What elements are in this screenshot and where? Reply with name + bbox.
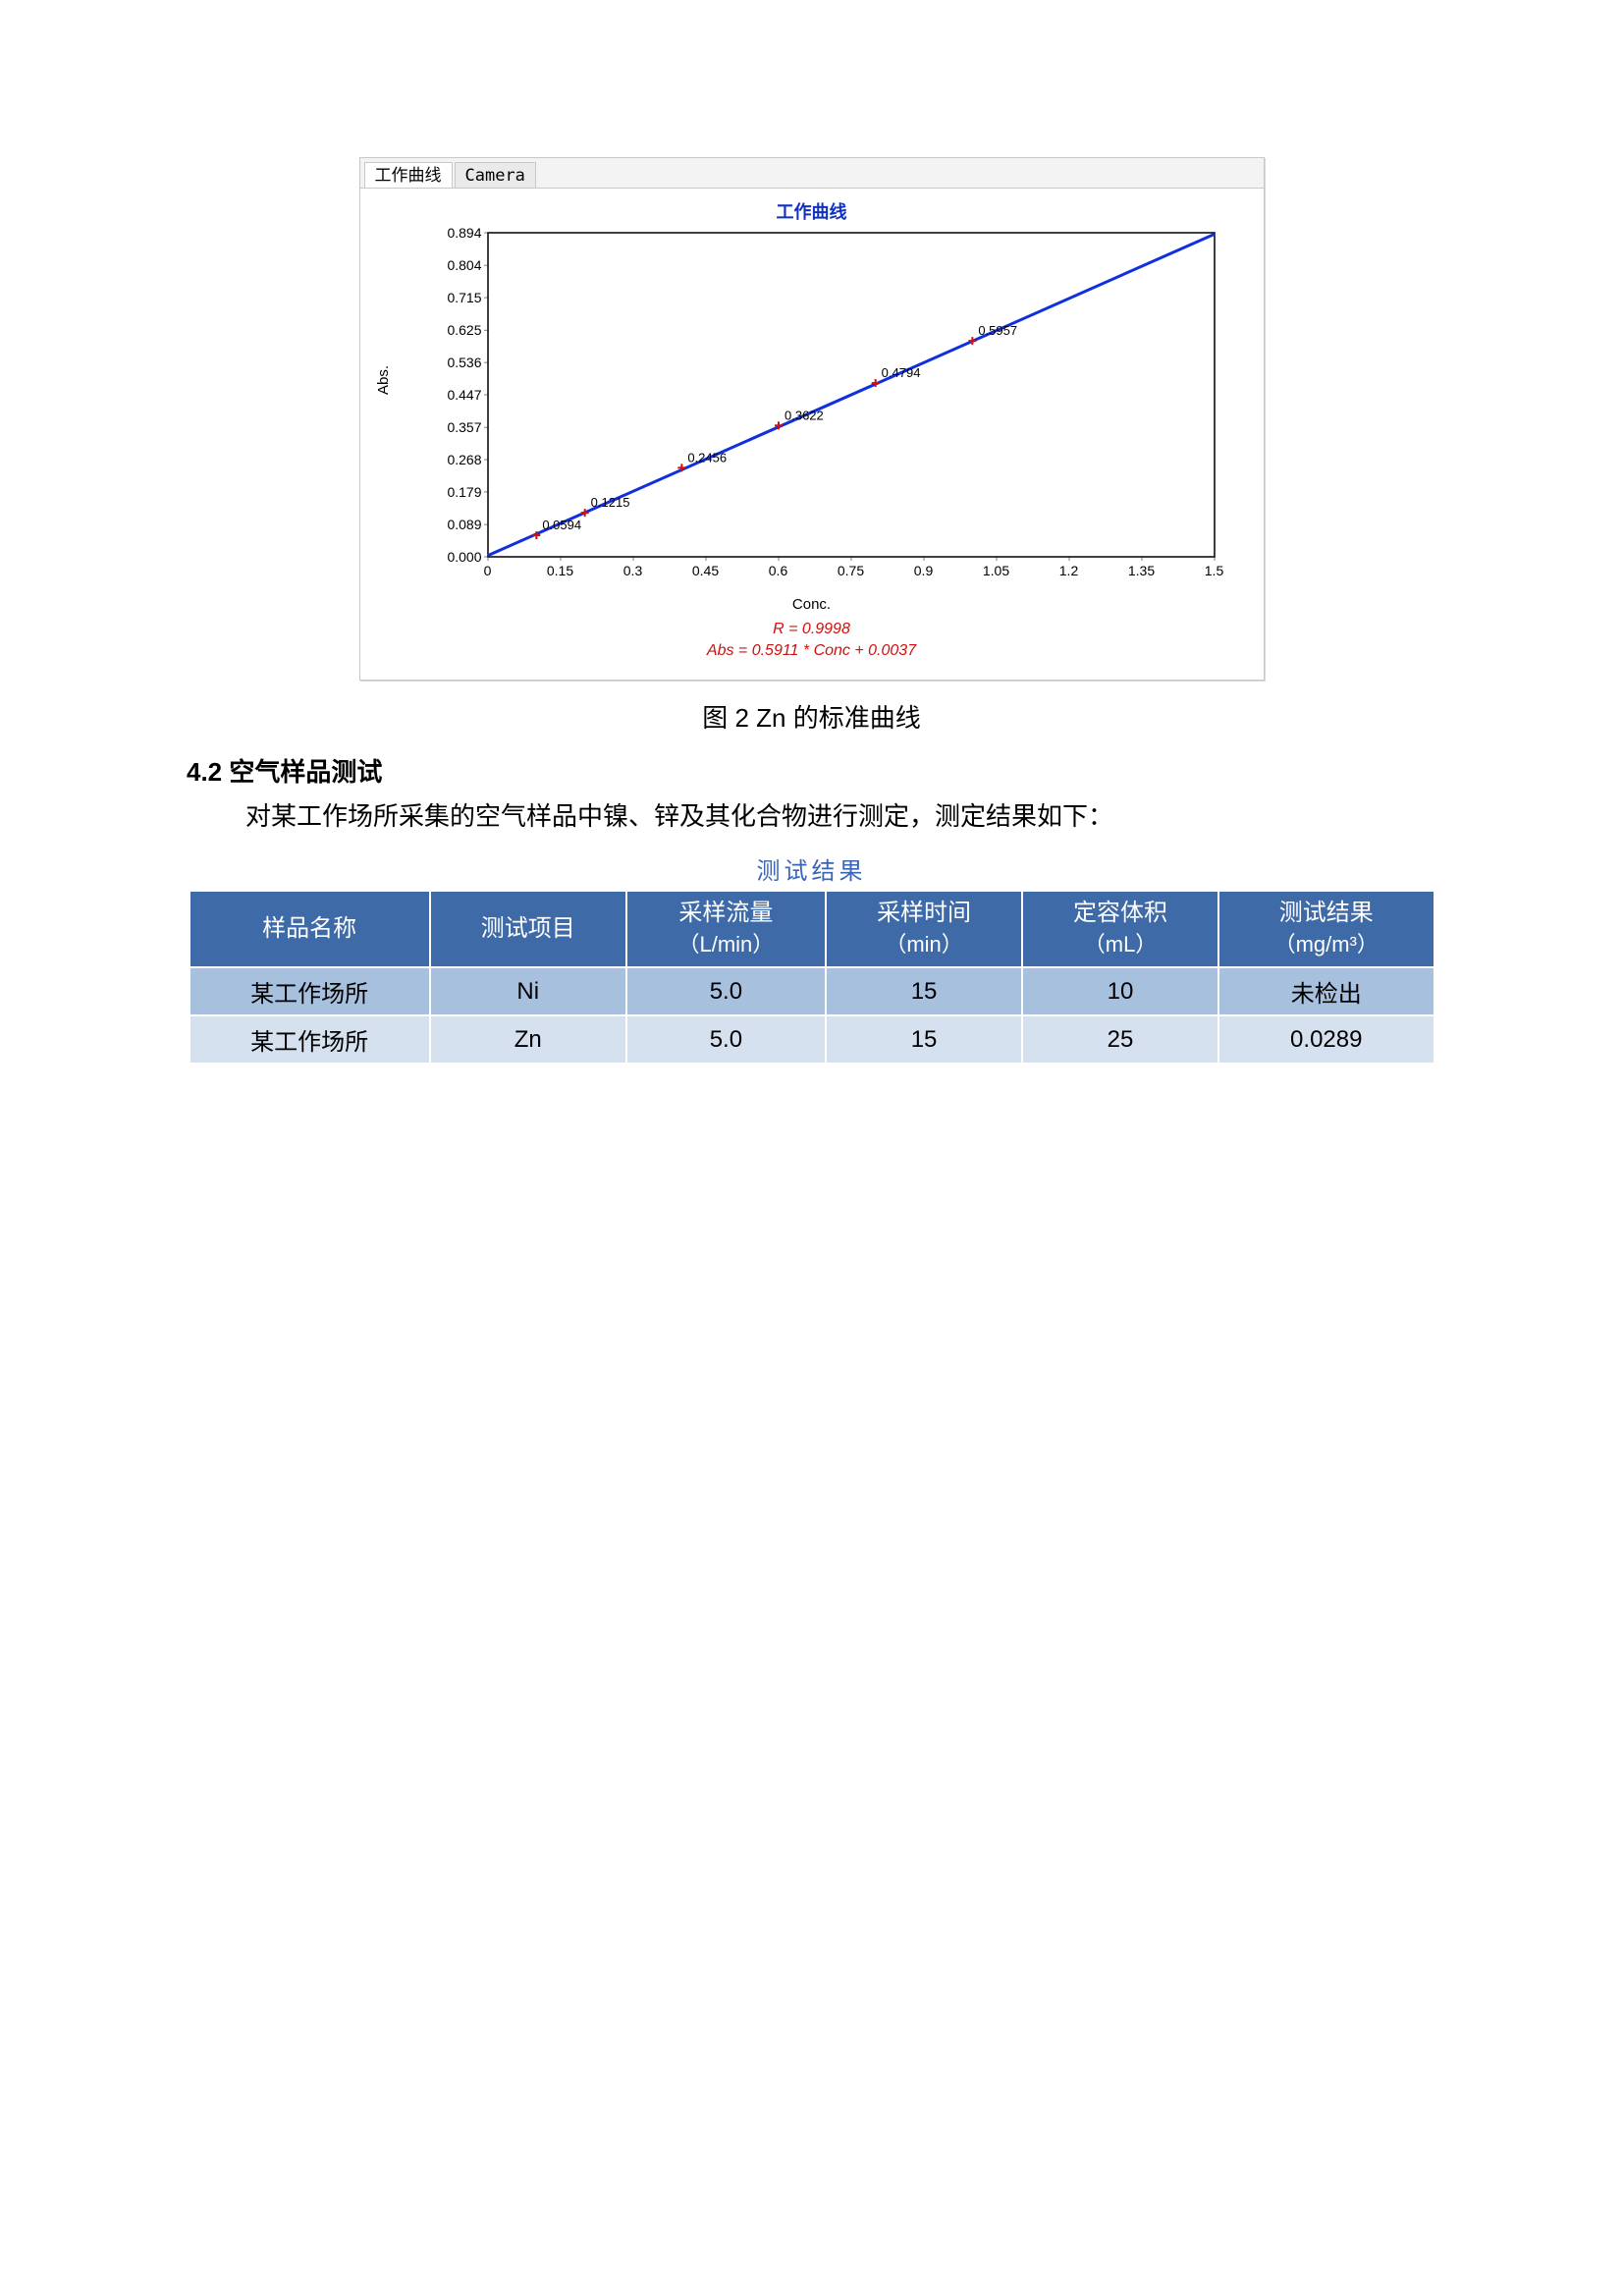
chart-tabbar: 工作曲线 Camera — [360, 158, 1264, 189]
svg-text:0.2456: 0.2456 — [687, 450, 727, 465]
results-table-wrap: 测试结果 样品名称测试项目采样流量（L/min）采样时间（min）定容体积（mL… — [189, 851, 1435, 1065]
table-row: 某工作场所Zn5.015250.0289 — [189, 1015, 1434, 1064]
table-header-cell: 样品名称 — [189, 891, 430, 967]
results-table: 样品名称测试项目采样流量（L/min）采样时间（min）定容体积（mL）测试结果… — [189, 890, 1435, 1065]
table-cell: 5.0 — [626, 967, 826, 1015]
table-cell: Ni — [430, 967, 626, 1015]
svg-text:0.4794: 0.4794 — [881, 365, 920, 380]
table-cell: 25 — [1022, 1015, 1218, 1064]
table-cell: 15 — [826, 1015, 1022, 1064]
svg-text:0.0594: 0.0594 — [542, 518, 581, 532]
svg-text:0.3622: 0.3622 — [784, 408, 824, 422]
y-axis-label: Abs. — [375, 365, 392, 395]
svg-text:0.5957: 0.5957 — [978, 323, 1017, 338]
table-header-cell: 测试项目 — [430, 891, 626, 967]
fit-r-value: R = 0.9998 — [360, 621, 1264, 638]
figure-caption: 图 2 Zn 的标准曲线 — [0, 698, 1623, 735]
document-page: 工作曲线 Camera 工作曲线 0.0000.0890.1790.2680.3… — [0, 0, 1623, 2296]
table-row: 某工作场所Ni5.01510未检出 — [189, 967, 1434, 1015]
table-body: 某工作场所Ni5.01510未检出某工作场所Zn5.015250.0289 — [189, 967, 1434, 1064]
table-header-row: 样品名称测试项目采样流量（L/min）采样时间（min）定容体积（mL）测试结果… — [189, 891, 1434, 967]
table-header-cell: 定容体积（mL） — [1022, 891, 1218, 967]
table-cell: 10 — [1022, 967, 1218, 1015]
table-cell: 某工作场所 — [189, 1015, 430, 1064]
table-cell: Zn — [430, 1015, 626, 1064]
chart-svg: 0.0594 0.1215 0.2456 0.3622 0.4794 0.5957 — [429, 223, 1234, 586]
table-cell: 未检出 — [1218, 967, 1434, 1015]
table-title: 测试结果 — [189, 851, 1435, 886]
section-heading: 4.2 空气样品测试 — [187, 752, 1623, 789]
table-cell: 15 — [826, 967, 1022, 1015]
chart-body: 工作曲线 0.0000.0890.1790.2680.3570.4470.536… — [360, 189, 1264, 680]
body-paragraph: 对某工作场所采集的空气样品中镍、锌及其化合物进行测定，测定结果如下： — [245, 796, 1436, 836]
table-header-cell: 测试结果（mg/m³） — [1218, 891, 1434, 967]
tab-working-curve[interactable]: 工作曲线 — [364, 162, 453, 188]
x-axis-label: Conc. — [360, 596, 1264, 613]
chart-title: 工作曲线 — [360, 198, 1264, 224]
table-header-cell: 采样流量（L/min） — [626, 891, 826, 967]
chart-panel: 工作曲线 Camera 工作曲线 0.0000.0890.1790.2680.3… — [359, 157, 1265, 681]
table-cell: 某工作场所 — [189, 967, 430, 1015]
fit-equation: Abs = 0.5911 * Conc + 0.0037 — [360, 642, 1264, 660]
svg-text:0.1215: 0.1215 — [590, 495, 629, 510]
table-cell: 5.0 — [626, 1015, 826, 1064]
table-header-cell: 采样时间（min） — [826, 891, 1022, 967]
table-cell: 0.0289 — [1218, 1015, 1434, 1064]
tab-camera[interactable]: Camera — [455, 162, 536, 188]
